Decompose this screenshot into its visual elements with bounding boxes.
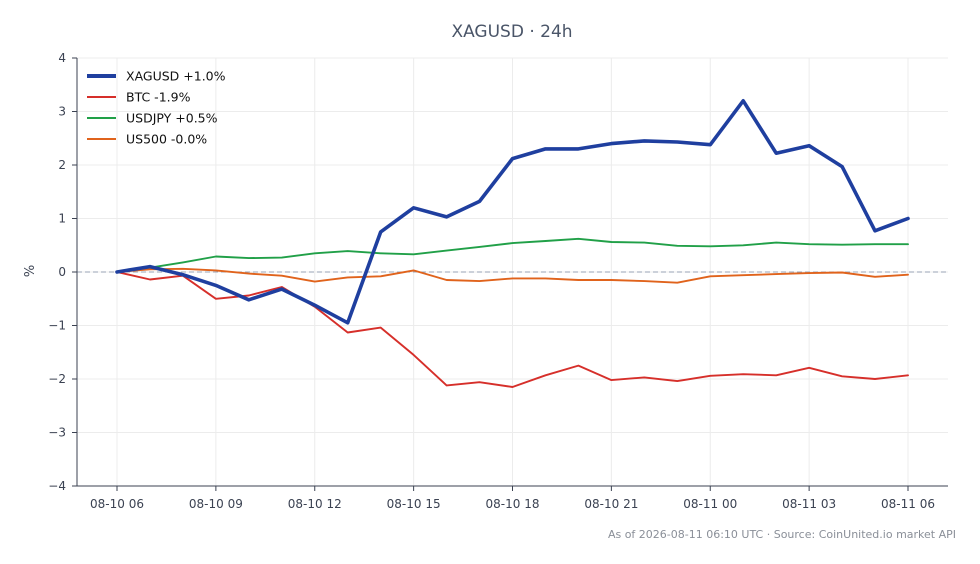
- y-tick-label: −4: [48, 479, 66, 493]
- axes: [72, 57, 948, 491]
- series-line-btc: [116, 271, 909, 388]
- legend-label: US500 -0.0%: [126, 132, 207, 147]
- x-tick-label: 08-11 06: [881, 497, 935, 511]
- x-tick-label: 08-10 06: [90, 497, 144, 511]
- y-tick-label: 4: [58, 51, 66, 65]
- legend-item-xagusd: XAGUSD +1.0%: [87, 69, 226, 84]
- y-tick-label: 3: [58, 105, 66, 119]
- x-tick-labels: 08-10 06 08-10 09 08-10 12 08-10 15 08-10 18…: [90, 497, 935, 511]
- series-line-us500: [116, 267, 909, 284]
- x-tick-label: 08-11 03: [782, 497, 836, 511]
- x-tick-label: 08-10 09: [189, 497, 243, 511]
- y-tick-label: 1: [58, 212, 66, 226]
- y-tick-labels: −4 −3 −2 −1 0 1 2 3 4: [48, 51, 66, 493]
- source-note: As of 2026-08-11 06:10 UTC · Source: Coi…: [608, 528, 956, 541]
- y-tick-label: 2: [58, 158, 66, 172]
- y-tick-label: 0: [58, 265, 66, 279]
- y-tick-label: −2: [48, 372, 66, 386]
- y-axis-label: %: [23, 265, 38, 277]
- x-tick-label: 08-10 21: [584, 497, 638, 511]
- series-line-xagusd: [115, 99, 910, 325]
- y-tick-label: −1: [48, 319, 66, 333]
- x-tick-label: 08-10 18: [486, 497, 540, 511]
- legend-label: BTC -1.9%: [126, 90, 191, 105]
- x-tick-label: 08-10 12: [288, 497, 342, 511]
- series-lines: [115, 99, 910, 388]
- legend-label: XAGUSD +1.0%: [126, 69, 226, 84]
- series-line-usdjpy: [116, 237, 909, 273]
- chart-title: XAGUSD · 24h: [451, 22, 572, 42]
- legend-item-usdjpy: USDJPY +0.5%: [87, 111, 218, 126]
- y-tick-label: −3: [48, 426, 66, 440]
- legend-label: USDJPY +0.5%: [126, 111, 218, 126]
- x-tick-label: 08-10 15: [387, 497, 441, 511]
- x-tick-label: 08-11 00: [683, 497, 737, 511]
- legend-item-us500: US500 -0.0%: [87, 132, 207, 147]
- legend: XAGUSD +1.0% BTC -1.9% USDJPY +0.5% US500 -…: [87, 69, 226, 147]
- legend-item-btc: BTC -1.9%: [87, 90, 191, 105]
